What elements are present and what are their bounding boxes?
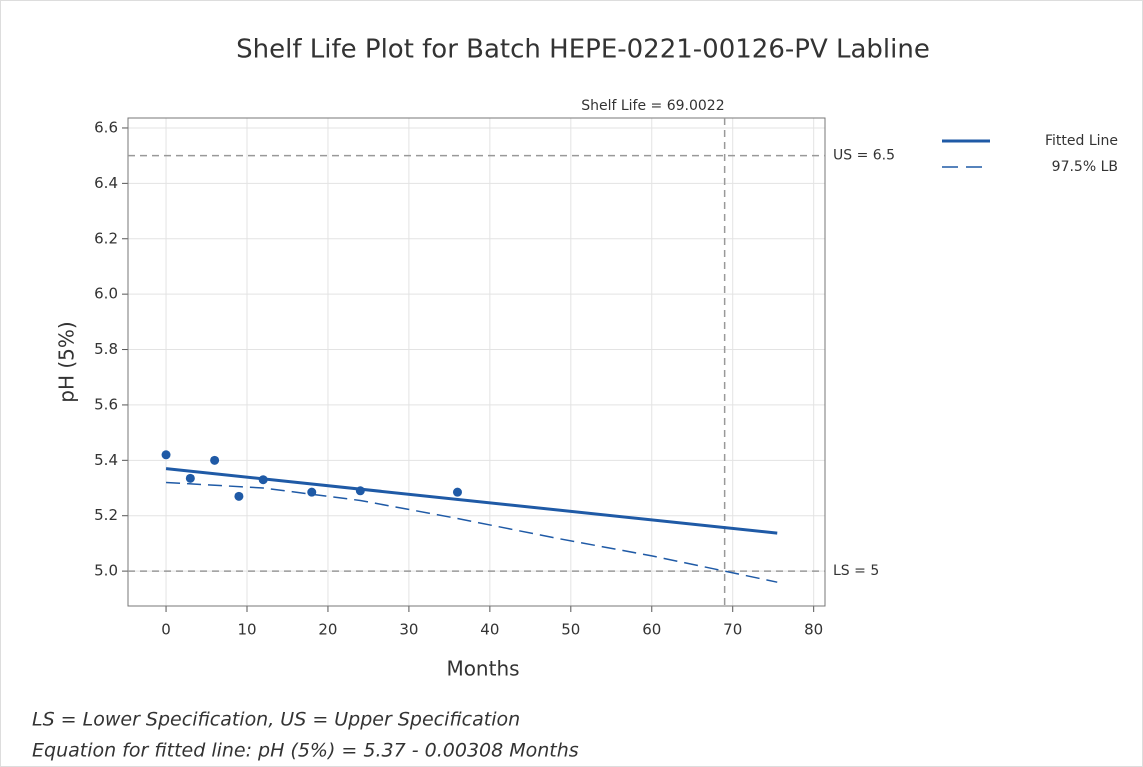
data-point: [355, 486, 365, 496]
y-tick-label: 6.0: [94, 285, 118, 303]
reference-label: US = 6.5: [833, 148, 895, 164]
series-line: [165, 467, 778, 535]
data-point: [161, 450, 171, 460]
x-tick-label: 30: [399, 621, 418, 639]
y-tick-label: 6.2: [94, 229, 118, 247]
plot-border: [127, 117, 826, 607]
y-tick-label: 5.0: [94, 562, 118, 580]
legend-label: 97.5% LB: [1052, 159, 1118, 175]
x-tick-label: 40: [480, 621, 499, 639]
y-tick-label: 6.6: [94, 118, 118, 136]
legend-label: Fitted Line: [1045, 133, 1118, 149]
data-point: [307, 487, 317, 497]
y-tick-label: 5.6: [94, 395, 118, 413]
x-tick-label: 80: [804, 621, 823, 639]
data-point: [185, 473, 195, 483]
note: LS = Lower Specification, US = Upper Spe…: [32, 709, 520, 731]
x-tick-label: 0: [161, 621, 171, 639]
x-axis-label: Months: [446, 657, 519, 681]
reference-label: LS = 5: [833, 563, 879, 579]
plot-area: [128, 118, 825, 606]
y-tick-label: 6.4: [94, 174, 118, 192]
data-point: [258, 475, 268, 485]
data-point: [234, 491, 244, 501]
reference-label: Shelf Life = 69.0022: [581, 98, 724, 114]
y-axis-label: pH (5%): [55, 321, 79, 402]
x-tick-label: 20: [318, 621, 337, 639]
x-tick-label: 60: [642, 621, 661, 639]
x-tick-label: 70: [723, 621, 742, 639]
chart-title: Shelf Life Plot for Batch HEPE-0221-0012…: [236, 35, 930, 65]
y-tick-label: 5.4: [94, 451, 118, 469]
data-point: [452, 487, 462, 497]
y-tick-label: 5.8: [94, 340, 118, 358]
x-tick-label: 50: [561, 621, 580, 639]
series-line: [166, 481, 778, 583]
note: Equation for fitted line: pH (5%) = 5.37…: [32, 740, 579, 762]
data-point: [210, 455, 220, 465]
x-tick-label: 10: [237, 621, 256, 639]
y-tick-label: 5.2: [94, 506, 118, 524]
